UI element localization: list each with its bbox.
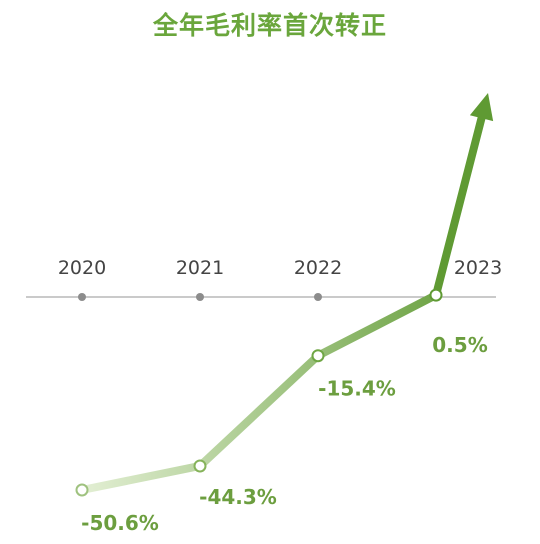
axis-tick-dot bbox=[314, 293, 322, 301]
data-point-2021 bbox=[193, 459, 207, 473]
trend-arrow-shaft bbox=[432, 114, 486, 300]
trend-arrow-head bbox=[469, 93, 494, 122]
data-point-2022 bbox=[311, 349, 325, 363]
series-line-segment bbox=[78, 461, 204, 494]
axis-tick-dot bbox=[78, 293, 86, 301]
data-label-2021: -44.3% bbox=[199, 485, 277, 509]
data-point-2023 bbox=[429, 288, 443, 302]
x-tick-label-2022: 2022 bbox=[294, 257, 342, 279]
x-tick-label-2023: 2023 bbox=[454, 257, 502, 279]
data-point-2020 bbox=[75, 483, 89, 497]
series-line-segment bbox=[196, 351, 322, 470]
x-tick-label-2020: 2020 bbox=[58, 257, 106, 279]
chart-title: 全年毛利率首次转正 bbox=[152, 11, 387, 40]
x-tick-label-2021: 2021 bbox=[176, 257, 224, 279]
axis-tick-dot bbox=[196, 293, 204, 301]
data-label-2020: -50.6% bbox=[81, 511, 159, 535]
data-label-2023: 0.5% bbox=[432, 333, 487, 357]
data-label-2022: -15.4% bbox=[318, 377, 396, 401]
series-line-segment bbox=[314, 291, 440, 360]
